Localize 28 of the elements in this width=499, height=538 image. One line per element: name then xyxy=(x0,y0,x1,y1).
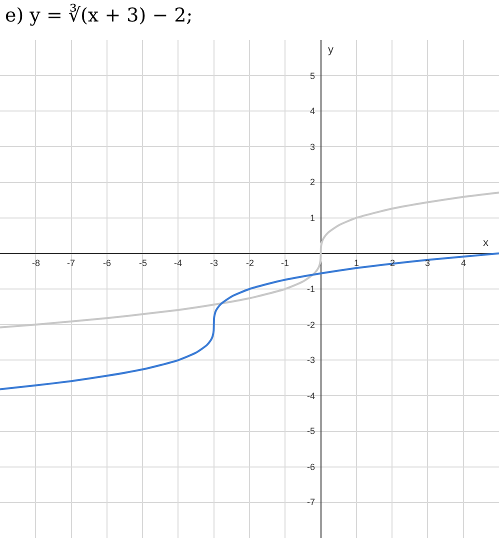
x-tick-label: -2 xyxy=(246,258,254,268)
line-series xyxy=(0,252,499,390)
x-axis-title: x xyxy=(483,237,489,249)
y-axis-title: y xyxy=(328,44,334,56)
y-tick-label: 3 xyxy=(310,142,316,152)
chart-title: e) y = ∛(x + 3) − 2; xyxy=(4,3,193,26)
x-tick-label: 3 xyxy=(425,258,430,268)
x-tick-label: -4 xyxy=(174,258,182,268)
x-tick-label: -7 xyxy=(67,258,76,268)
y-tick-label: -2 xyxy=(307,320,316,330)
y-tick-label: -1 xyxy=(307,284,316,294)
x-tick-label: 1 xyxy=(354,258,360,268)
x-tick-label: -6 xyxy=(103,258,112,268)
line-series xyxy=(0,192,499,328)
y-tick-label: 1 xyxy=(310,213,316,223)
x-tick-label: -3 xyxy=(210,258,218,268)
y-tick-label: -6 xyxy=(307,462,316,472)
y-tick-label: -3 xyxy=(307,355,316,365)
x-tick-label: -8 xyxy=(32,258,40,268)
y-tick-label: -5 xyxy=(307,426,316,436)
x-tick-label: -1 xyxy=(281,258,290,268)
x-tick-label: 4 xyxy=(461,258,466,268)
x-tick-label: -5 xyxy=(139,258,148,268)
y-tick-label: 5 xyxy=(310,71,316,81)
y-tick-label: -4 xyxy=(307,391,316,401)
y-tick-label: -7 xyxy=(307,497,316,507)
y-tick-label: 2 xyxy=(310,177,316,187)
y-tick-label: 4 xyxy=(310,106,316,116)
